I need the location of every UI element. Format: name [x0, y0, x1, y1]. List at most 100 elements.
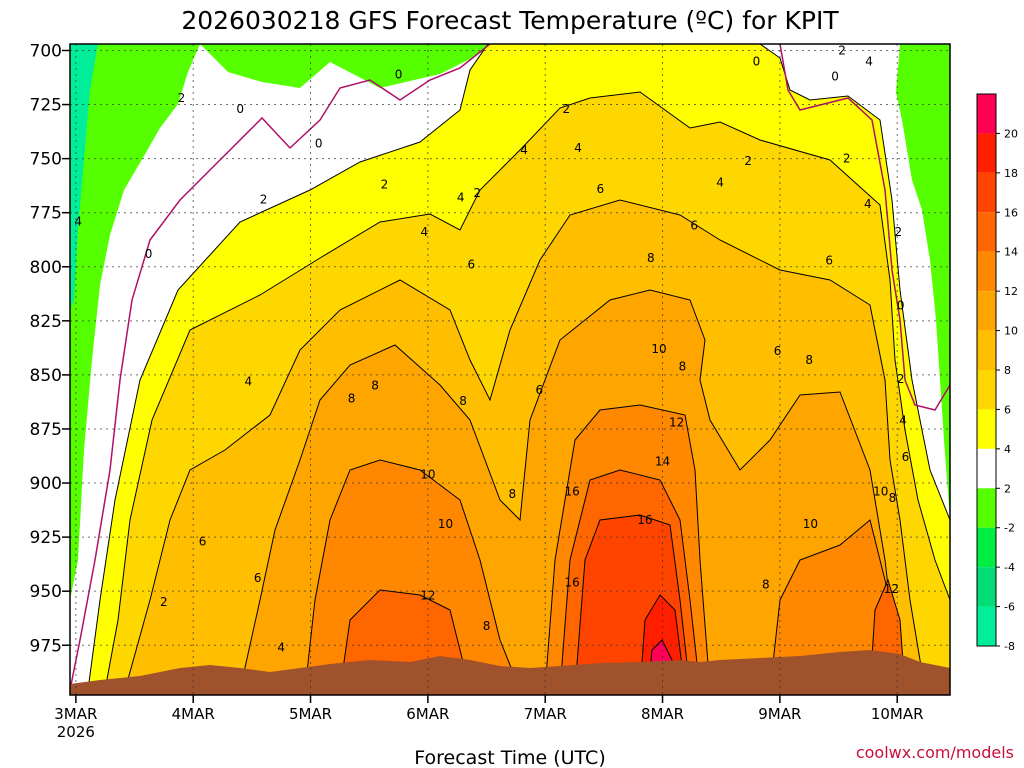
contour-label: 0: [145, 247, 153, 261]
colorbar-swatch: [977, 370, 996, 410]
contour-label: 2: [178, 91, 186, 105]
contour-label: 4: [421, 225, 429, 239]
colorbar-label: 18: [1004, 167, 1018, 180]
y-axis: 700 725 750 775 800 825 850 875 900 925 950 975: [30, 41, 70, 656]
contour-label: 2: [260, 193, 268, 207]
contour-label: 4: [457, 191, 465, 205]
cold-region-right: [896, 44, 950, 520]
contour-label: 4: [865, 54, 873, 68]
colorbar-label: -8: [1004, 640, 1015, 653]
contour-label: 2: [838, 43, 846, 57]
contour-label: 6: [825, 253, 833, 267]
contour-label: 6: [199, 534, 207, 548]
contour-label: 4: [864, 197, 872, 211]
colorbar-label: 8: [1004, 364, 1011, 377]
cold-region-left: [70, 44, 200, 600]
contour-label: 6: [597, 182, 605, 196]
contour-label: 12: [669, 415, 684, 429]
x-tick-label: 6MAR: [406, 705, 449, 723]
colorbar-swatch: [977, 527, 996, 568]
y-tick-label: 725: [30, 96, 62, 116]
contour-label: 4: [520, 143, 528, 157]
contour-label: 8: [805, 353, 813, 367]
contour-label: 8: [348, 392, 356, 406]
contour-label: 0: [395, 67, 403, 81]
x-tick-label: 9MAR: [758, 705, 801, 723]
y-tick-label: 875: [30, 420, 62, 440]
x-tick-label: 4MAR: [172, 705, 215, 723]
x-tick-label: 7MAR: [524, 705, 567, 723]
contour-label: 4: [899, 413, 907, 427]
x-axis-label: Forecast Time (UTC): [414, 747, 605, 768]
colorbar-label: -2: [1004, 522, 1015, 535]
contour-label: 6: [902, 450, 910, 464]
colorbar-label: 2: [1004, 482, 1011, 495]
colorbar-label: 4: [1004, 443, 1011, 456]
colorbar: 20 18 16 14 12 10 8 6 4 2 -2 -4 -6 -8: [976, 93, 1018, 653]
contour-label: 2: [160, 595, 168, 609]
contour-label: 0: [753, 54, 761, 68]
contour-label: 4: [277, 640, 285, 654]
terrain-surface: [70, 650, 950, 695]
contour-label: 2: [744, 154, 752, 168]
y-tick-label: 900: [30, 474, 62, 494]
colorbar-swatch: [977, 94, 996, 134]
contour-label: 6: [690, 219, 698, 233]
contour-label: 8: [509, 487, 517, 501]
contour-label: 8: [762, 578, 770, 592]
contour-label: 2: [473, 186, 481, 200]
contour-label: 16: [637, 513, 652, 527]
colorbar-swatch: [977, 606, 996, 646]
cold-region-top-center: [200, 44, 495, 88]
contour-label: 6: [254, 571, 262, 585]
colorbar-label: 12: [1004, 285, 1018, 298]
contour-label: 8: [483, 619, 491, 633]
colorbar-label: 16: [1004, 206, 1018, 219]
contour-label: 12: [420, 589, 435, 603]
contour-label: 14: [655, 454, 670, 468]
contour-label: 8: [371, 379, 379, 393]
y-tick-label: 750: [30, 150, 62, 170]
y-tick-label: 925: [30, 528, 62, 548]
x-tick-label: 10MAR: [871, 705, 924, 723]
colorbar-swatch: [977, 330, 996, 370]
x-tick-label: 8MAR: [641, 705, 684, 723]
contour-label: 2: [843, 152, 851, 166]
contour-label: 8: [889, 491, 897, 505]
contour-label: 4: [245, 374, 253, 388]
contour-label: 16: [565, 576, 580, 590]
contour-label: 10: [438, 517, 453, 531]
colorbar-label: -6: [1004, 601, 1015, 614]
chart-title: 2026030218 GFS Forecast Temperature (ºC)…: [181, 6, 839, 35]
credit-text[interactable]: coolwx.com/models: [856, 743, 1014, 762]
contour-label: 8: [459, 394, 467, 408]
contour-label: 0: [315, 136, 323, 150]
contour-label: 4: [74, 214, 82, 228]
colorbar-label: 10: [1004, 325, 1018, 338]
zero-isotherm: [70, 44, 950, 691]
colorbar-swatch: [977, 409, 996, 449]
contour-label: 0: [236, 102, 244, 116]
y-tick-label: 850: [30, 366, 62, 386]
contour-label: 16: [565, 485, 580, 499]
contour-label: 6: [774, 344, 782, 358]
colorbar-swatch: [977, 251, 996, 292]
contour-label: 10: [873, 485, 888, 499]
x-tick-label: 3MAR: [54, 705, 97, 723]
contour-label: 6: [536, 383, 544, 397]
contour-label: 8: [679, 359, 687, 373]
grid-lines: [70, 44, 950, 695]
contour-label: 4: [716, 175, 724, 189]
cold-region-deep-left: [70, 44, 98, 310]
colorbar-swatch: [977, 448, 996, 489]
contour-label: 10: [803, 517, 818, 531]
colorbar-swatch: [977, 567, 996, 607]
contour-label: 2: [381, 178, 389, 192]
x-tick-year: 2026: [57, 723, 95, 741]
colorbar-label: 20: [1004, 127, 1018, 140]
contour-label: 4: [574, 141, 582, 155]
colorbar-label: 6: [1004, 403, 1011, 416]
contour-label: 2: [562, 102, 570, 116]
contour-label: 0: [831, 69, 839, 83]
